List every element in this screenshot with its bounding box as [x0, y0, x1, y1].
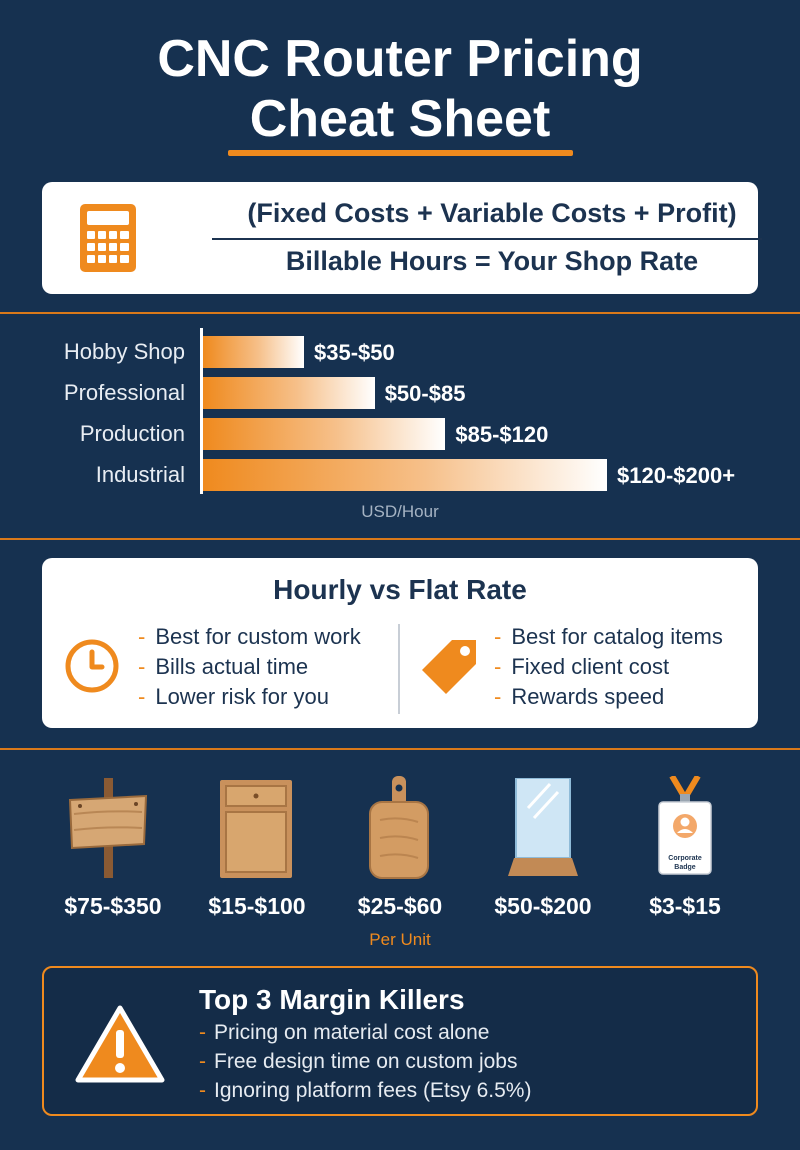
per-unit-label: Per Unit: [369, 930, 431, 949]
margin-killers-title: Top 3 Margin Killers: [199, 984, 465, 1015]
chart-bar: [203, 418, 446, 450]
formula-fraction-line: [212, 238, 762, 240]
rate-comparison-card: Hourly vs Flat Rate - Best for custom wor…: [42, 558, 758, 728]
page-title-line1: CNC Router Pricing: [157, 30, 643, 88]
page-title-line2: Cheat Sheet: [249, 90, 551, 148]
price-wooden-sign: $75-$350: [64, 893, 162, 919]
price-cutting-board: $25-$60: [357, 893, 443, 919]
badge-caption: Corporate Badge: [668, 855, 702, 871]
cabinet-door-icon: [220, 780, 292, 878]
chart-bar: [203, 336, 304, 368]
price-cabinet-door: $15-$100: [208, 893, 306, 919]
wooden-sign-icon: [68, 778, 148, 878]
chart-unit-label: USD/Hour: [361, 502, 439, 521]
formula-numerator: (Fixed Costs + Variable Costs + Profit): [247, 198, 737, 228]
bar-label: Production: [79, 421, 185, 446]
price-corporate-badge: $3-$15: [649, 893, 721, 919]
chart-bar: [203, 459, 607, 491]
bar-label: Professional: [63, 380, 185, 405]
acrylic-award-icon: [508, 778, 578, 876]
formula-denominator: Billable Hours = Your Shop Rate: [285, 246, 699, 276]
calculator-icon: [80, 204, 136, 272]
section-divider: [0, 748, 800, 750]
margin-killers-box: Top 3 Margin Killers - Pricing on materia…: [42, 966, 758, 1116]
comparison-title: Hourly vs Flat Rate: [273, 574, 527, 605]
list-item: - Lower risk for you: [138, 684, 329, 709]
title-underline: [228, 150, 573, 156]
formula-card: (Fixed Costs + Variable Costs + Profit) …: [42, 182, 762, 294]
bar-label: Hobby Shop: [63, 339, 185, 364]
price-acrylic-award: $50-$200: [494, 893, 592, 919]
cutting-board-icon: [369, 776, 429, 879]
hourly-points: - Best for custom work - Bills actual time…: [138, 622, 361, 712]
chart-axis-line: [200, 328, 203, 494]
margin-killers-list: - Pricing on material cost alone - Free de…: [199, 1018, 531, 1105]
corporate-badge-icon: [658, 776, 712, 875]
list-item: - Best for catalog items: [494, 624, 723, 649]
bar-value-label: $35-$50: [314, 340, 395, 365]
comparison-separator: [398, 624, 400, 714]
section-divider: [0, 538, 800, 540]
list-item: - Ignoring platform fees (Etsy 6.5%): [199, 1079, 532, 1102]
section-divider: [0, 312, 800, 314]
price-tag-icon: [422, 640, 476, 694]
bar-value-label: $50-$85: [384, 381, 466, 406]
list-item: - Fixed client cost: [494, 654, 670, 679]
bar-label: Industrial: [95, 462, 185, 487]
list-item: - Bills actual time: [138, 654, 309, 679]
list-item: - Pricing on material cost alone: [199, 1021, 490, 1044]
chart-bar: [203, 377, 375, 409]
bar-value-label: $85-$120: [455, 422, 549, 447]
bar-value-label: $120-$200+: [617, 463, 736, 488]
clock-icon: [65, 639, 119, 693]
list-item: - Best for custom work: [138, 624, 361, 649]
warning-icon: [75, 1005, 165, 1083]
list-item: - Rewards speed: [494, 684, 665, 709]
list-item: - Free design time on custom jobs: [199, 1050, 518, 1073]
flat-rate-points: - Best for catalog items - Fixed client co…: [494, 622, 723, 712]
